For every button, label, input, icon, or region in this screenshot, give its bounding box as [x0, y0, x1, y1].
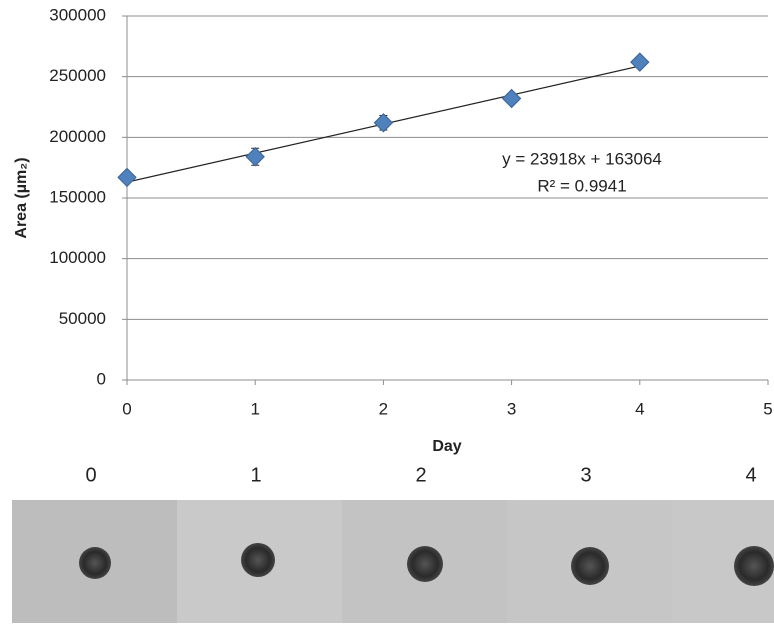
y-tick-label: 150000 [49, 187, 106, 206]
photo-label: 1 [250, 464, 261, 486]
spheroid [79, 547, 111, 579]
y-tick-label: 250000 [49, 66, 106, 85]
photo-label: 2 [415, 464, 426, 486]
y-tick-label: 0 [97, 369, 106, 388]
photo-label: 4 [745, 464, 756, 486]
y-tick-label: 300000 [49, 5, 106, 24]
marker [631, 53, 649, 71]
x-tick-label: 4 [635, 399, 644, 418]
photo-label: 0 [85, 464, 96, 486]
trend-equation: y = 23918x + 163064 [502, 149, 662, 168]
photo-label: 3 [580, 464, 591, 486]
marker [374, 114, 392, 132]
figure: Area (µm₂) Day y = 23918x + 163064 R² = … [0, 0, 774, 623]
y-tick-label: 200000 [49, 127, 106, 146]
photo-strip [12, 500, 774, 623]
spheroid [407, 546, 443, 582]
x-tick-label: 3 [507, 399, 516, 418]
spheroid [734, 546, 774, 586]
marker [246, 148, 264, 166]
y-tick-label: 50000 [59, 309, 106, 328]
marker [503, 90, 521, 108]
marker [118, 168, 136, 186]
x-tick-label: 5 [763, 399, 772, 418]
x-tick-label: 2 [379, 399, 388, 418]
spheroid [571, 547, 609, 585]
spheroid [241, 543, 275, 577]
x-tick-label: 0 [122, 399, 131, 418]
y-tick-label: 100000 [49, 248, 106, 267]
y-axis-label: Area (µm₂) [13, 157, 30, 238]
x-tick-label: 1 [250, 399, 259, 418]
trend-r-squared: R² = 0.9941 [537, 176, 626, 195]
x-axis-label: Day [432, 438, 461, 455]
